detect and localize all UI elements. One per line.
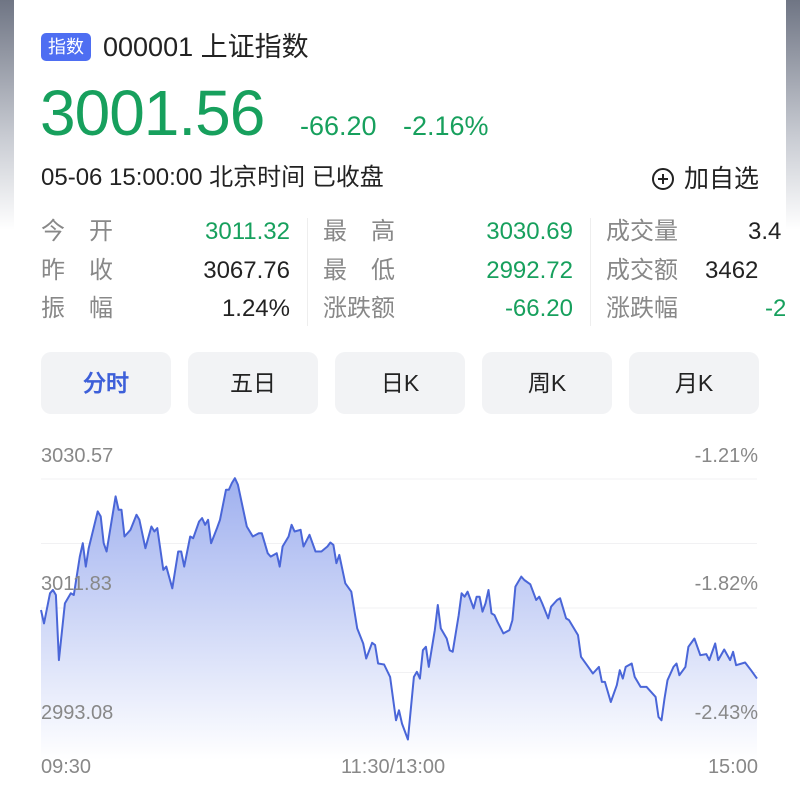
- add-watchlist-label: 加自选: [683, 165, 759, 193]
- stat-label: 振 幅: [41, 295, 113, 322]
- stat-label: 今 开: [41, 218, 113, 245]
- stat-label: 涨跌幅: [606, 295, 678, 322]
- stat-value: -2: [765, 295, 785, 322]
- stat-value: 3030.69: [486, 218, 573, 245]
- background-edge: [0, 0, 14, 230]
- stat-label: 成交量: [606, 218, 678, 245]
- index-badge: 指数: [41, 33, 91, 61]
- price-change: -66.20: [300, 111, 377, 141]
- stat-value: 3067.76: [203, 256, 290, 284]
- x-tick: 15:00: [707, 756, 758, 778]
- y-right-tick: -2.43%: [694, 702, 758, 724]
- x-tick: 09:30: [41, 756, 92, 778]
- y-right-tick: -1.82%: [694, 573, 758, 595]
- tab-0[interactable]: 分时: [41, 352, 171, 414]
- stats-grid: 今 开 3011.32 昨 收 3067.76 振 幅 1.24% 最 高 3030.69 最 …: [0, 215, 785, 335]
- stat-label: 昨 收: [41, 256, 113, 284]
- divider: [307, 218, 308, 326]
- stat-value: 3462: [705, 256, 759, 284]
- stat-value: 1.24%: [221, 295, 290, 322]
- add-watchlist-button[interactable]: 加自选: [651, 163, 759, 195]
- tab-4[interactable]: 月K: [629, 352, 759, 414]
- quote-datetime: 05-06 15:00:00 北京时间 已收盘: [41, 164, 384, 191]
- y-left-tick: 3030.57: [41, 445, 114, 467]
- tab-1[interactable]: 五日: [188, 352, 318, 414]
- plus-circle-icon: [651, 168, 674, 190]
- stat-value: 3011.32: [205, 218, 290, 245]
- tab-3[interactable]: 周K: [482, 352, 612, 414]
- stat-value: 3.4: [748, 218, 782, 245]
- price-area: [41, 478, 757, 760]
- stat-label: 最 高: [323, 218, 395, 245]
- y-right-tick: -1.21%: [694, 445, 758, 467]
- stat-label: 成交额: [606, 256, 678, 284]
- y-left-tick: 2993.08: [41, 702, 114, 724]
- stat-value: 2992.72: [486, 256, 573, 284]
- x-tick: 11:30/13:00: [341, 756, 446, 778]
- price-change-percent: -2.16%: [403, 111, 489, 141]
- stock-title: 000001 上证指数: [103, 32, 309, 62]
- stat-label: 涨跌额: [323, 295, 395, 322]
- price-line: [40, 477, 758, 741]
- background-edge: [786, 0, 800, 230]
- tab-2[interactable]: 日K: [335, 352, 465, 414]
- stat-value: -66.20: [504, 295, 573, 322]
- current-price: 3001.56: [40, 77, 265, 149]
- stat-label: 最 低: [323, 256, 395, 284]
- divider: [590, 218, 591, 326]
- y-left-tick: 3011.83: [41, 573, 112, 595]
